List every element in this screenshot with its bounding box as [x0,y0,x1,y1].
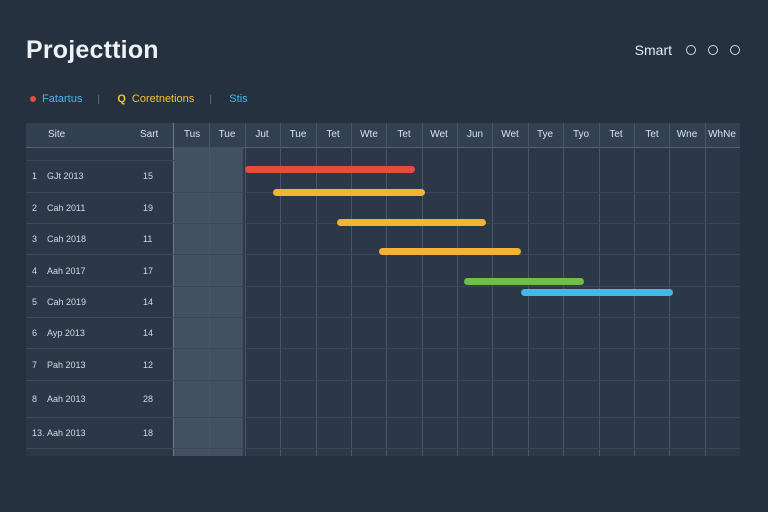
row-value: 28 [143,394,154,404]
grid-row-line [26,160,174,161]
grid-row-line [174,286,740,287]
row-date: Aah 2017 [47,265,86,276]
row-value: 15 [143,171,154,181]
search-q-icon: Q [117,93,126,105]
grid-row-line [174,317,740,318]
grid-column-line [422,123,423,456]
top-right-controls: Smart [635,42,740,58]
grid-column-line [492,123,493,456]
day-header[interactable]: Tue [218,129,236,140]
column-divider [173,123,174,456]
row-value: 17 [143,265,154,276]
legend-label: Coretnetions [131,93,195,105]
row-number: 1 [32,171,38,181]
row-number: 13. [32,428,45,438]
red-dot-icon [30,96,36,102]
gantt-table: Site Sart Tus Tue Jut Tue Tet Wte Tet Wet Jun Wet… [26,123,740,456]
day-header[interactable]: Wet [430,129,448,140]
legend-item-fatartus[interactable]: Fatartus [30,93,82,105]
row-number: 4 [32,265,38,276]
table-row[interactable]: 6 Ayp 2013 14 [26,318,174,349]
grid-row-line [174,448,740,449]
row-date: Aah 2013 [47,394,86,404]
table-row[interactable]: 1 GJt 2013 15 [26,160,174,193]
day-header[interactable]: Tue [289,129,307,140]
grid-column-line [351,123,352,456]
table-row[interactable]: 13. Aah 2013 18 [26,418,174,449]
task-bar[interactable] [521,289,673,296]
day-header[interactable]: Tet [326,129,340,140]
task-bar[interactable] [464,278,584,285]
legend-label: Stis [229,93,248,105]
row-date: Cah 2018 [47,234,87,244]
row-value: 19 [143,203,154,213]
circle-option-2-icon[interactable] [708,45,718,55]
grid-column-line [457,123,458,456]
row-date: Cah 2011 [47,203,86,213]
row-value: 11 [143,234,153,244]
grid-column-line [316,123,317,456]
day-header[interactable]: Wte [360,129,378,140]
grid-row-line [174,192,740,193]
table-row[interactable]: 4 Aah 2017 17 [26,255,174,287]
row-date: GJt 2013 [47,171,84,181]
task-bar[interactable] [273,189,425,196]
legend: Fatartus Q Coretnetions Stis [30,93,248,105]
task-bar[interactable] [337,219,486,226]
highlighted-columns [174,147,243,456]
grid-row-line [174,348,740,349]
legend-divider [98,94,100,104]
table-row[interactable]: 2 Cah 2011 19 [26,193,174,224]
grid-column-line [245,123,246,456]
table-row[interactable]: 5 Cah 2019 14 [26,287,174,318]
row-value: 14 [143,297,154,307]
row-number: 8 [32,394,38,404]
row-number: 7 [32,359,38,370]
row-number: 2 [32,203,38,213]
task-bar[interactable] [379,248,521,255]
row-date: Aah 2013 [47,428,86,438]
day-header[interactable]: Wne [676,129,698,140]
grid-row-line [174,417,740,418]
page-title: Projecttion [26,36,159,64]
row-value: 12 [143,359,154,370]
row-date: Pah 2013 [47,359,86,370]
table-row[interactable]: 8 Aah 2013 28 [26,381,174,418]
smart-label[interactable]: Smart [634,42,672,58]
row-date: Cah 2019 [47,297,87,307]
day-header[interactable]: WhNe [708,129,736,140]
row-number: 3 [32,234,38,244]
grid-column-line [705,123,706,456]
day-header[interactable]: Wet [501,129,519,140]
legend-divider [210,94,212,104]
grid-column-line [209,123,210,456]
table-row[interactable]: 3 Cah 2018 11 [26,224,174,255]
row-value: 14 [143,328,154,338]
day-header[interactable]: Tus [183,129,201,140]
grid-row-line [174,380,740,381]
legend-item-stis[interactable]: Stis [229,93,247,105]
column-header-site[interactable]: Site [48,129,66,140]
task-bar[interactable] [245,166,415,173]
row-date: Ayp 2013 [47,328,85,338]
row-number: 6 [32,328,38,338]
circle-option-1-icon[interactable] [686,45,696,55]
grid-column-line [386,123,387,456]
day-header[interactable]: Tet [609,129,623,140]
table-row[interactable]: 7 Pah 2013 12 [26,349,174,381]
day-header[interactable]: Jun [466,129,484,140]
day-header[interactable]: Tyo [572,129,590,140]
day-header[interactable]: Tye [536,129,554,140]
row-value: 18 [143,428,154,438]
day-header[interactable]: Jut [255,129,269,140]
circle-option-3-icon[interactable] [730,45,740,55]
legend-label: Fatartus [42,93,83,105]
grid-column-line [280,123,281,456]
row-number: 5 [32,297,38,307]
day-header[interactable]: Tet [397,129,411,140]
legend-item-coretnetions[interactable]: Q Coretnetions [117,93,194,105]
table-header: Site Sart [26,123,740,148]
column-header-start[interactable]: Sart [140,129,159,140]
day-header[interactable]: Tet [645,129,659,140]
